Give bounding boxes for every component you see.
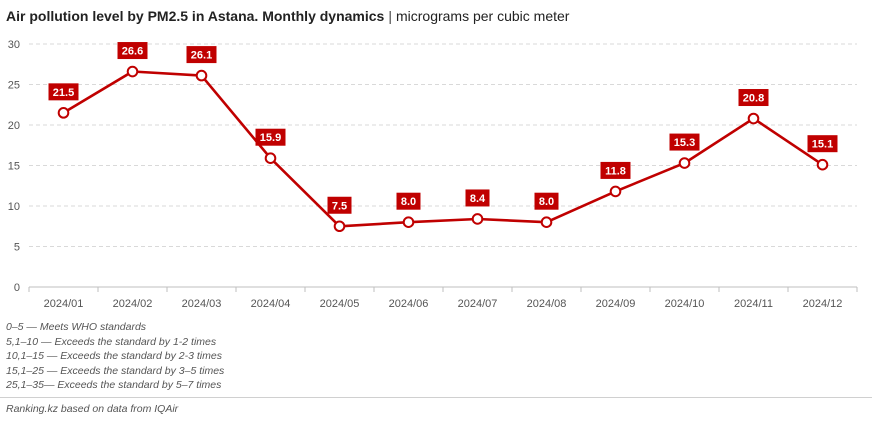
footer-divider [0, 397, 872, 398]
x-tick-label: 2024/03 [182, 298, 222, 310]
data-label: 8.4 [470, 193, 486, 205]
data-label: 15.9 [260, 132, 281, 144]
data-label: 15.3 [674, 137, 695, 149]
data-label-box [738, 89, 769, 107]
note-line: 0–5 — Meets WHO standards [6, 321, 147, 333]
x-tick-label: 2024/05 [320, 298, 360, 310]
data-point [264, 152, 277, 165]
y-tick-label: 5 [14, 242, 20, 254]
data-label-box [669, 133, 700, 151]
note-line: 10,1–15 — Exceeds the standard by 2-3 ti… [6, 350, 222, 363]
data-point [816, 158, 829, 171]
y-tick-label: 0 [14, 282, 20, 294]
data-point [471, 213, 484, 225]
data-point [126, 65, 139, 78]
x-tick-label: 2024/02 [113, 298, 153, 310]
x-tick-label: 2024/01 [44, 298, 84, 310]
data-point [678, 157, 691, 169]
note-line: 5,1–10 — Exceeds the standard by 1-2 tim… [6, 335, 217, 348]
y-tick-label: 15 [8, 161, 20, 173]
data-label-box [807, 135, 838, 153]
chart-title-unit: micrograms per cubic meter [395, 8, 570, 24]
line-chart: 0 5 10 15 20 25 30 2024/01 2024/02 2024/03 2024/04… [8, 39, 858, 310]
data-label-box [396, 192, 421, 210]
data-point [540, 216, 553, 228]
data-label: 8.0 [539, 196, 554, 208]
data-label-box [186, 46, 217, 64]
chart-title-main: Air pollution level by PM2.5 in Astana. … [6, 8, 385, 24]
data-label: 26.6 [122, 46, 143, 58]
data-label: 21.5 [53, 87, 74, 99]
legend-notes: 0–5 — Meets WHO standards 5,1–10 — Excee… [6, 320, 224, 393]
source-note: Ranking.kz based on data from IQAir [6, 403, 179, 415]
data-label-box [255, 128, 286, 146]
data-label-box [600, 161, 631, 179]
data-label-box [465, 189, 490, 207]
x-tick-label: 2024/08 [527, 298, 567, 310]
chart-title: Air pollution level by PM2.5 in Astana. … [6, 8, 569, 24]
series-line [62, 70, 824, 228]
data-label: 26.1 [191, 50, 212, 62]
x-tick-label: 2024/07 [458, 298, 498, 310]
y-tick-label: 30 [8, 39, 20, 51]
data-label-box [327, 196, 352, 214]
data-label: 8.0 [401, 196, 416, 208]
y-tick-label: 20 [8, 120, 20, 132]
y-tick-label: 25 [8, 80, 20, 92]
x-tick-label: 2024/09 [596, 298, 636, 310]
data-label: 15.1 [812, 139, 833, 151]
note-line: 15,1–25 — Exceeds the standard by 3–5 ti… [6, 364, 225, 377]
x-tick-label: 2024/06 [389, 298, 429, 310]
x-tick-label: 2024/04 [251, 298, 291, 310]
data-point [195, 69, 208, 82]
data-label: 20.8 [743, 93, 764, 105]
data-point [609, 185, 622, 198]
data-label-box [117, 42, 148, 60]
data-point [57, 107, 70, 119]
data-point [333, 220, 346, 233]
x-tick-label: 2024/11 [734, 298, 773, 310]
data-label-box [48, 83, 79, 101]
data-point [747, 112, 760, 125]
x-tick-label: 2024/12 [803, 298, 843, 310]
x-tick-label: 2024/10 [665, 298, 705, 310]
data-label: 11.8 [605, 165, 626, 177]
y-tick-label: 10 [8, 201, 20, 213]
data-label-box [534, 192, 559, 210]
data-label: 7.5 [332, 200, 347, 212]
note-line: 25,1–35— Exceeds the standard by 5–7 tim… [6, 379, 222, 392]
title-separator: | [388, 8, 392, 24]
data-point [402, 216, 415, 228]
